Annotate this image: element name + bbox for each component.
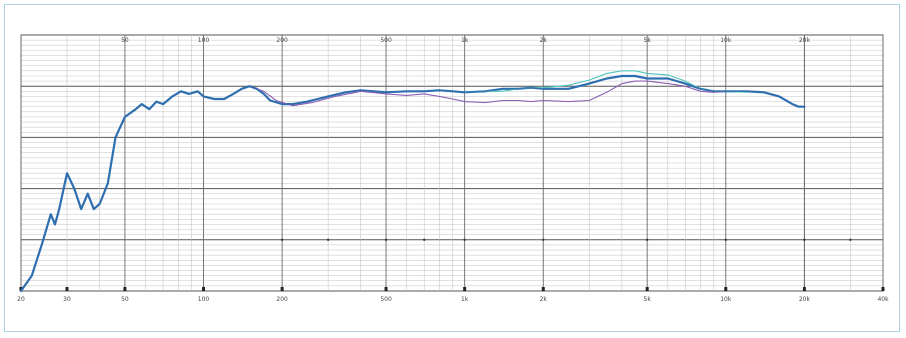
bottom-tick-label: 1k [461,296,469,303]
chart-frame: 50 100 200 500 1k 2k 5k 10k 20k 20 30 50 100 200 500 1k… [4,4,900,332]
bottom-tick-label: 20k [799,296,811,303]
grid-dot [326,238,330,241]
bottom-tick-label: 30 [63,296,71,303]
bottom-tick-mark [123,287,127,291]
bottom-tick-mark [384,287,388,291]
bottom-tick-label: 2k [540,296,548,303]
bottom-tick-mark [19,287,23,291]
bottom-tick-mark [645,287,649,291]
bottom-tick-label: 100 [198,296,210,303]
top-tick-label: 100 [198,37,210,44]
grid-dot [803,238,806,241]
chart-tick-labels: 50 100 200 500 1k 2k 5k 10k 20k 20 30 50 100 200 500 1k… [17,37,889,303]
top-tick-label: 5k [644,37,652,44]
top-tick-label: 20k [799,37,811,44]
grid-dot [463,238,466,241]
chart-series [19,70,806,293]
bottom-tick-label: 20 [17,296,25,303]
bottom-tick-label: 50 [121,296,129,303]
bottom-tick-label: 200 [276,296,288,303]
grid-dot [384,238,388,241]
bottom-tick-mark [280,287,284,291]
top-tick-label: 1k [461,37,469,44]
bottom-tick-mark [463,287,467,291]
grid-dot [542,238,545,241]
top-tick-label: 10k [720,37,732,44]
frequency-response-chart: 50 100 200 500 1k 2k 5k 10k 20k 20 30 50 100 200 500 1k… [17,34,889,303]
top-tick-label: 500 [380,37,392,44]
bottom-tick-label: 10k [720,296,732,303]
top-tick-label: 2k [540,37,548,44]
bottom-tick-mark [802,287,806,291]
grid-dot [280,238,284,241]
bottom-tick-mark [541,287,545,291]
series-line-1-overlay [20,75,805,292]
bottom-tick-mark [65,287,69,291]
series-line-3 [248,80,727,107]
bottom-tick-mark [881,287,885,291]
bottom-tick-mark [724,287,728,291]
top-tick-label: 200 [276,37,288,44]
bottom-tick-label: 40k [877,296,889,303]
grid-dot [645,238,649,241]
bottom-tick-label: 5k [644,296,652,303]
bottom-tick-label: 500 [380,296,392,303]
grid-dot [849,238,852,241]
bottom-tick-mark [202,287,206,291]
grid-dot [724,238,727,241]
top-tick-label: 50 [121,37,129,44]
chart-grid [19,34,885,292]
grid-dot [423,238,426,241]
